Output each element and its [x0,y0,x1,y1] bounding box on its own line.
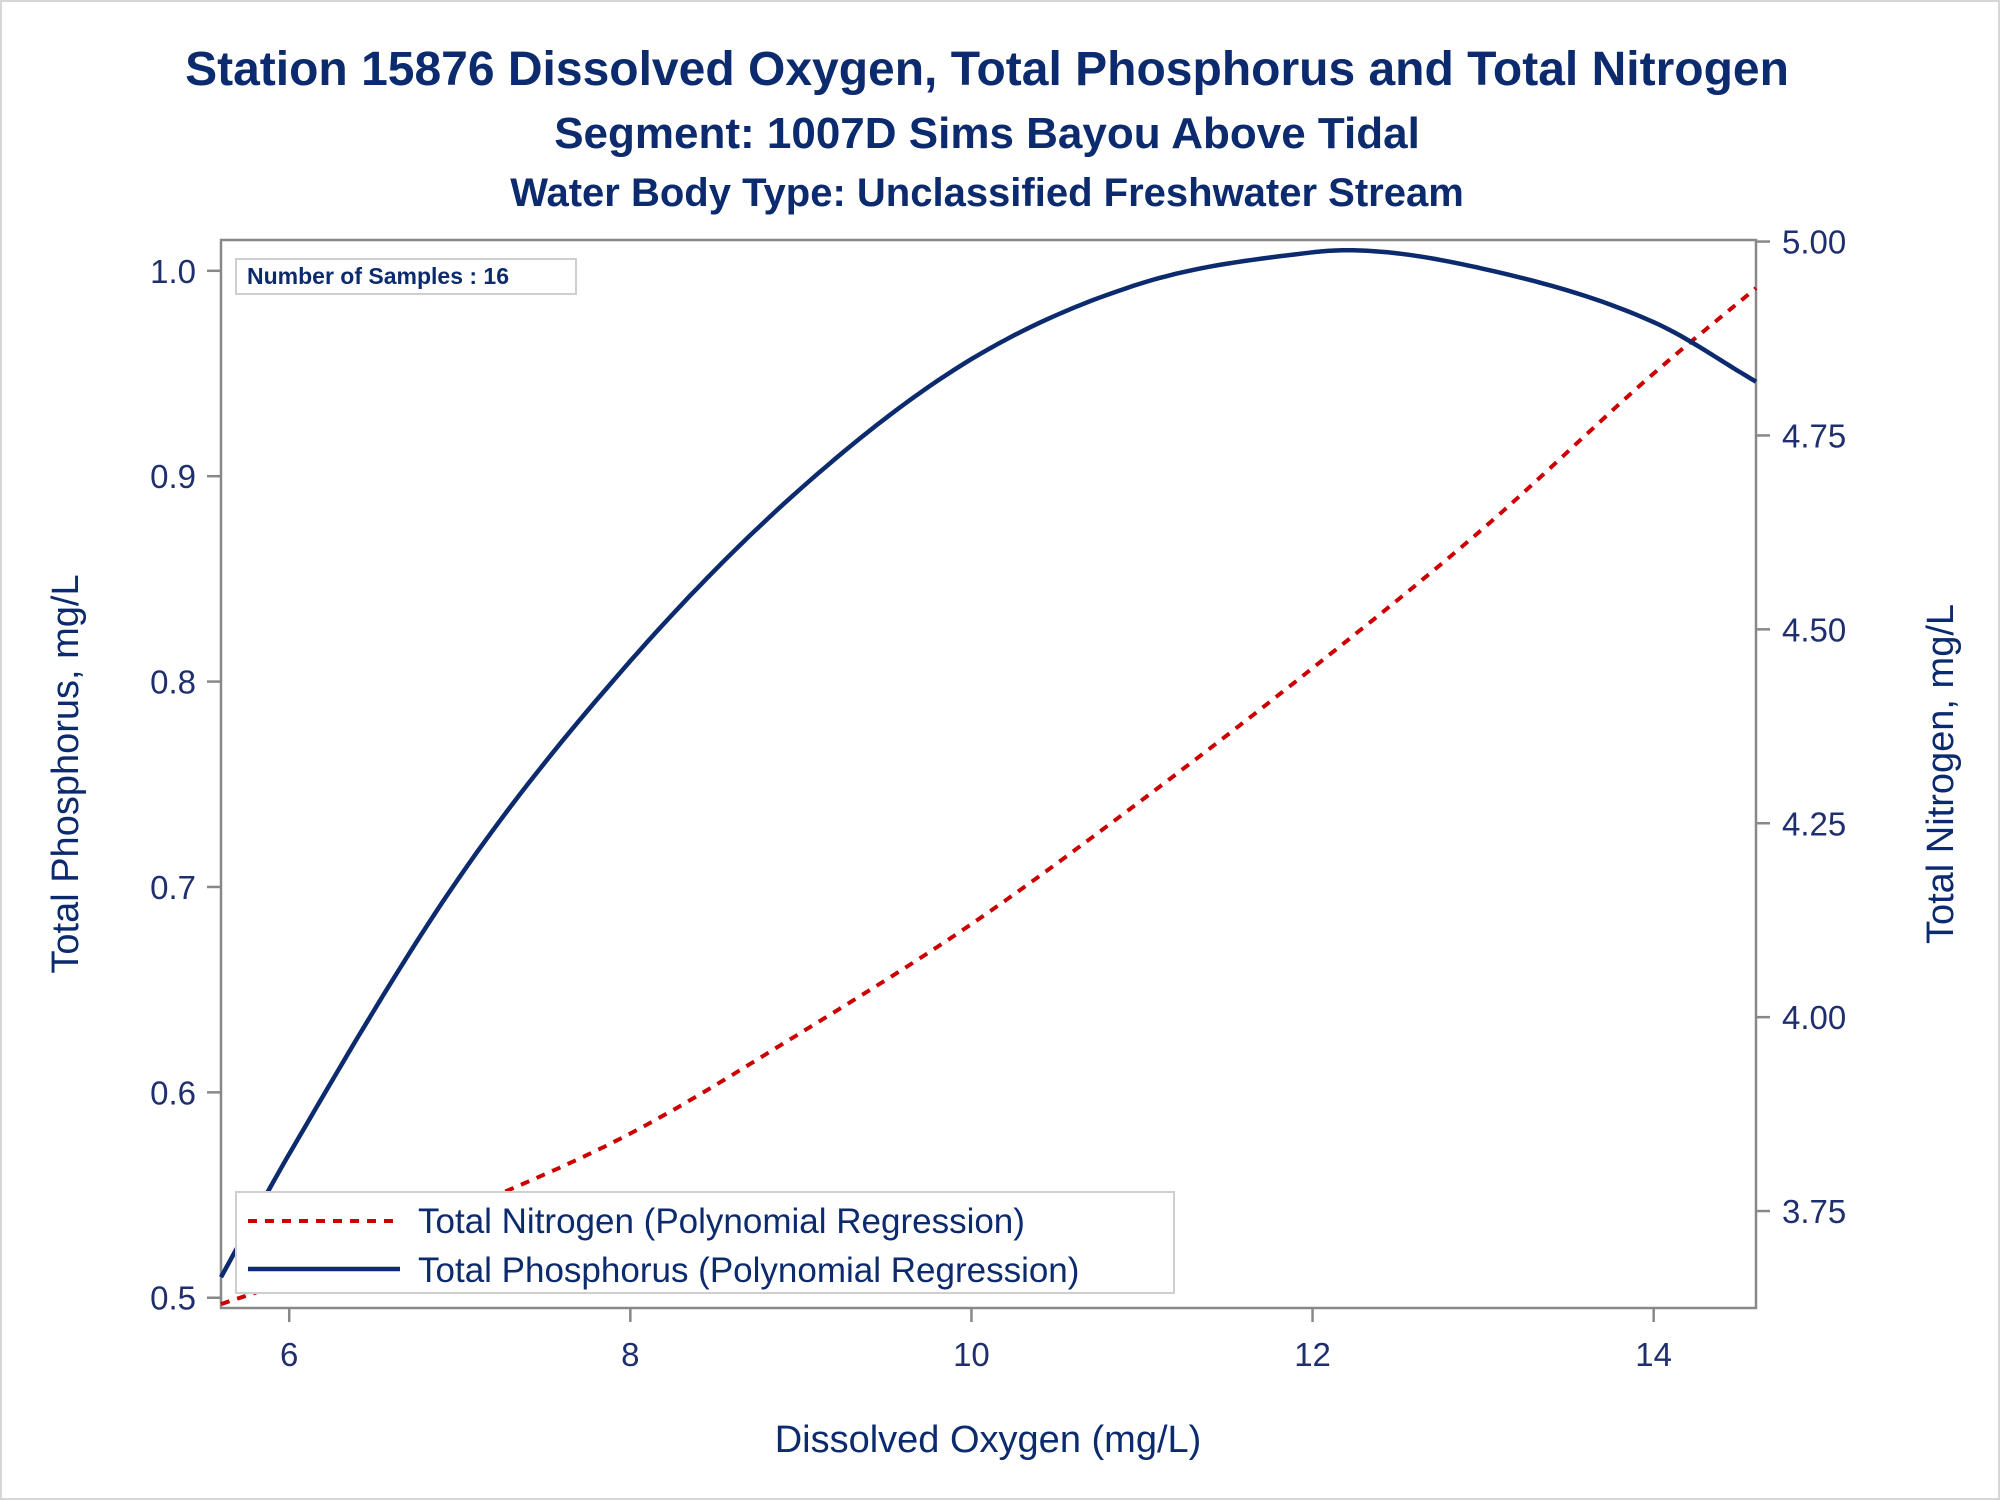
y-axis-left: 0.5 0.6 0.7 0.8 0.9 1.0 [150,253,221,1317]
y2-tick-label: 5.00 [1782,224,1846,261]
plot-area [219,238,1758,1310]
y-tick-label: 0.9 [150,458,196,495]
y-axis-label: Total Phosphorus, mg/L [45,574,87,973]
y2-tick-label: 3.75 [1782,1193,1846,1230]
legend: Total Nitrogen (Polynomial Regression) T… [235,1191,1175,1294]
y-tick-label: 0.8 [150,664,196,701]
x-axis: 6 8 10 12 14 [280,1308,1672,1373]
y-axis-right: 3.75 4.00 4.25 4.50 4.75 5.00 [1756,224,1846,1230]
chart-title: Station 15876 Dissolved Oxygen, Total Ph… [185,43,1789,96]
x-tick-label: 6 [280,1336,298,1373]
y-tick-label: 0.6 [150,1074,196,1111]
y-tick-label: 0.5 [150,1280,196,1317]
x-tick-label: 8 [621,1336,639,1373]
samples-inset-text: Number of Samples : 16 [247,263,509,289]
legend-label-phosphorus: Total Phosphorus (Polynomial Regression) [418,1251,1079,1290]
legend-label-nitrogen: Total Nitrogen (Polynomial Regression) [418,1202,1025,1241]
x-tick-label: 10 [953,1336,990,1373]
series-line-phosphorus [219,248,1758,1279]
samples-inset-box [235,258,577,295]
y2-tick-label: 4.00 [1782,999,1846,1036]
x-tick-label: 12 [1294,1336,1331,1373]
x-axis-label: Dissolved Oxygen (mg/L) [775,1419,1202,1461]
chart-subtitle-2: Water Body Type: Unclassified Freshwater… [510,171,1464,215]
legend-box [235,1191,1175,1294]
y2-tick-label: 4.25 [1782,805,1846,842]
y2-axis-label: Total Nitrogen, mg/L [1920,604,1962,944]
y-tick-label: 0.7 [150,869,196,906]
x-tick-label: 14 [1635,1336,1672,1373]
y-tick-label: 1.0 [150,253,196,290]
chart-subtitle: Segment: 1007D Sims Bayou Above Tidal [554,109,1420,158]
y2-tick-label: 4.75 [1782,417,1846,454]
y2-tick-label: 4.50 [1782,611,1846,648]
